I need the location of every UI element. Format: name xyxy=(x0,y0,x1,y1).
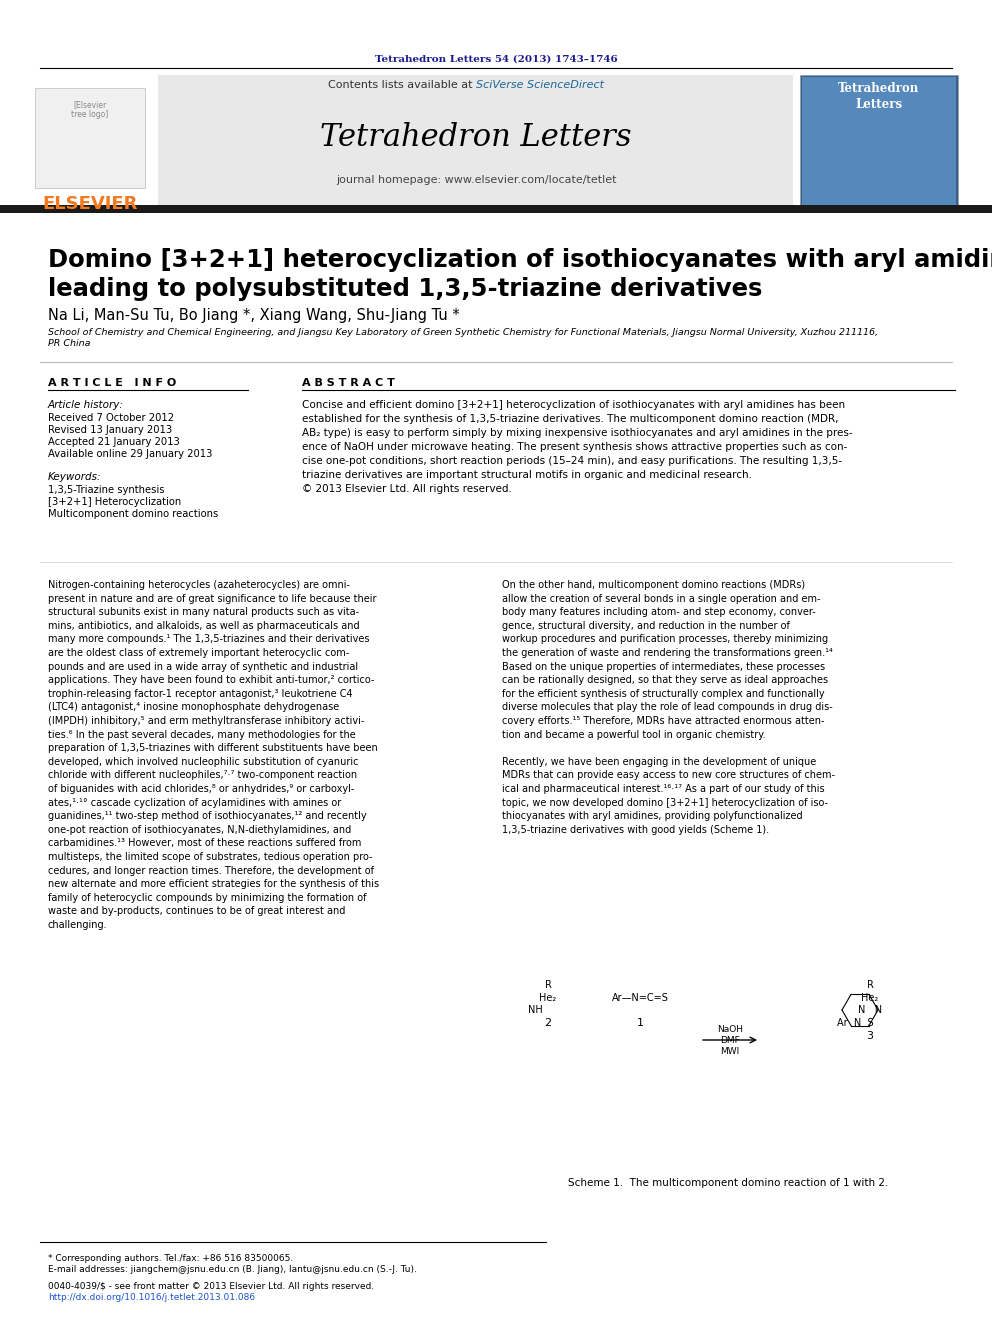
Text: Multicomponent domino reactions: Multicomponent domino reactions xyxy=(48,509,218,519)
Text: [Elsevier
tree logo]: [Elsevier tree logo] xyxy=(71,101,109,119)
Text: R: R xyxy=(867,980,873,990)
Text: journal homepage: www.elsevier.com/locate/tetlet: journal homepage: www.elsevier.com/locat… xyxy=(335,175,616,185)
Bar xyxy=(158,75,793,205)
Text: Tetrahedron Letters 54 (2013) 1743–1746: Tetrahedron Letters 54 (2013) 1743–1746 xyxy=(375,56,617,64)
Text: A R T I C L E   I N F O: A R T I C L E I N F O xyxy=(48,378,177,388)
Text: Article history:: Article history: xyxy=(48,400,124,410)
Text: 0040-4039/$ - see front matter © 2013 Elsevier Ltd. All rights reserved.: 0040-4039/$ - see front matter © 2013 El… xyxy=(48,1282,374,1291)
Text: Revised 13 January 2013: Revised 13 January 2013 xyxy=(48,425,173,435)
Text: A B S T R A C T: A B S T R A C T xyxy=(302,378,395,388)
Bar xyxy=(0,205,992,213)
Text: Na Li, Man-Su Tu, Bo Jiang *, Xiang Wang, Shu-Jiang Tu *: Na Li, Man-Su Tu, Bo Jiang *, Xiang Wang… xyxy=(48,308,459,323)
Text: He₂: He₂ xyxy=(861,994,879,1003)
Text: NH: NH xyxy=(528,1005,543,1015)
Text: 1,3,5-Triazine synthesis: 1,3,5-Triazine synthesis xyxy=(48,486,165,495)
Text: Received 7 October 2012: Received 7 October 2012 xyxy=(48,413,175,423)
Text: http://dx.doi.org/10.1016/j.tetlet.2013.01.086: http://dx.doi.org/10.1016/j.tetlet.2013.… xyxy=(48,1293,255,1302)
Text: N   N: N N xyxy=(858,1005,882,1015)
Text: Accepted 21 January 2013: Accepted 21 January 2013 xyxy=(48,437,180,447)
Text: School of Chemistry and Chemical Engineering, and Jiangsu Key Laboratory of Gree: School of Chemistry and Chemical Enginee… xyxy=(48,328,878,348)
Text: He₂: He₂ xyxy=(540,994,557,1003)
Text: DMF: DMF xyxy=(720,1036,740,1045)
Text: Nitrogen-containing heterocycles (azaheterocycles) are omni-
present in nature a: Nitrogen-containing heterocycles (azahet… xyxy=(48,579,379,930)
Text: SciVerse ScienceDirect: SciVerse ScienceDirect xyxy=(476,79,604,90)
Text: Available online 29 January 2013: Available online 29 January 2013 xyxy=(48,448,212,459)
Text: NaOH: NaOH xyxy=(717,1025,743,1035)
Text: R: R xyxy=(545,980,552,990)
Text: MWI: MWI xyxy=(720,1046,740,1056)
Text: Scheme 1.  The multicomponent domino reaction of 1 with 2.: Scheme 1. The multicomponent domino reac… xyxy=(567,1177,888,1188)
Text: E-mail addresses: jiangchem@jsnu.edu.cn (B. Jiang), lantu@jsnu.edu.cn (S.-J. Tu): E-mail addresses: jiangchem@jsnu.edu.cn … xyxy=(48,1265,417,1274)
Bar xyxy=(35,89,145,188)
Text: * Corresponding authors. Tel./fax: +86 516 83500065.: * Corresponding authors. Tel./fax: +86 5… xyxy=(48,1254,294,1263)
Text: Tetrahedron Letters: Tetrahedron Letters xyxy=(320,122,632,153)
Bar xyxy=(802,77,956,205)
Text: ELSEVIER: ELSEVIER xyxy=(43,194,138,213)
Text: 2: 2 xyxy=(545,1017,552,1028)
Bar xyxy=(502,950,955,1185)
Text: 1: 1 xyxy=(637,1017,644,1028)
Text: Ar  N  S: Ar N S xyxy=(836,1017,873,1028)
Bar xyxy=(800,75,958,206)
Text: Domino [3+2+1] heterocyclization of isothiocyanates with aryl amidines
leading t: Domino [3+2+1] heterocyclization of isot… xyxy=(48,247,992,300)
Text: 3: 3 xyxy=(866,1031,874,1041)
Text: Contents lists available at: Contents lists available at xyxy=(328,79,476,90)
Text: On the other hand, multicomponent domino reactions (MDRs)
allow the creation of : On the other hand, multicomponent domino… xyxy=(502,579,835,835)
Text: Keywords:: Keywords: xyxy=(48,472,101,482)
Text: Concise and efficient domino [3+2+1] heterocyclization of isothiocyanates with a: Concise and efficient domino [3+2+1] het… xyxy=(302,400,853,493)
Text: [3+2+1] Heterocyclization: [3+2+1] Heterocyclization xyxy=(48,497,182,507)
Text: Tetrahedron
Letters: Tetrahedron Letters xyxy=(838,82,920,111)
Text: Ar—N=C=S: Ar—N=C=S xyxy=(611,994,669,1003)
